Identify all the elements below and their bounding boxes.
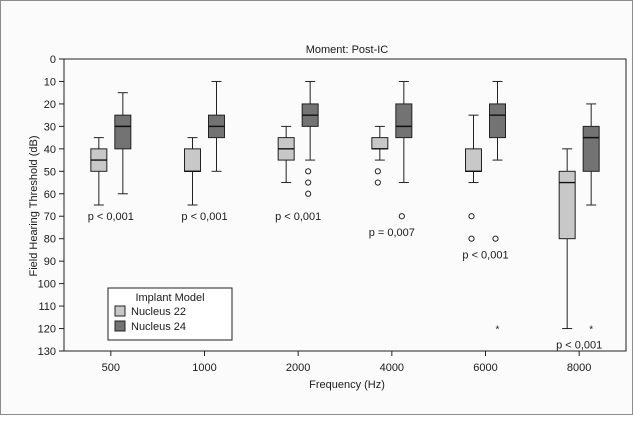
outlier-point-nucleus-24: [492, 235, 499, 242]
box-nucleus-24: [489, 103, 506, 139]
legend-box: [107, 287, 233, 341]
p-value-annotation: p < 0,001: [181, 211, 227, 223]
plot-border: [63, 58, 627, 352]
p-value-annotation: p < 0,001: [275, 211, 321, 223]
legend-title: Implant Model: [135, 292, 204, 304]
box-nucleus-22: [465, 148, 482, 172]
box-nucleus-22: [371, 137, 389, 150]
p-value-annotation: p < 0,001: [462, 249, 508, 261]
y-tick-label: 50: [44, 166, 56, 178]
y-tick-label: 20: [44, 99, 56, 111]
x-tick-label: 4000: [380, 362, 404, 374]
outlier-point-nucleus-24: [398, 213, 405, 220]
x-tick-label: 2000: [286, 362, 310, 374]
outlier-point-nucleus-22: [468, 213, 475, 220]
y-tick-label: 10: [44, 76, 56, 88]
legend-label-nucleus-22: Nucleus 22: [131, 306, 186, 318]
y-axis-label: Field Hearing Threshold (dB): [28, 135, 40, 276]
outlier-point-nucleus-24: [305, 168, 312, 175]
y-tick-label: 60: [44, 189, 56, 201]
y-tick-label: 70: [44, 211, 56, 223]
y-tick-label: 80: [44, 234, 56, 246]
x-tick-label: 1000: [192, 362, 216, 374]
p-value-annotation: p = 0,007: [369, 227, 415, 239]
outlier-point-nucleus-22: [468, 235, 475, 242]
x-axis-label: Frequency (Hz): [309, 379, 385, 391]
outlier-point-nucleus-24: [305, 190, 312, 197]
x-tick-label: 500: [102, 362, 120, 374]
y-tick-label: 100: [38, 279, 56, 291]
chart-title: Moment: Post-IC: [306, 44, 389, 56]
y-tick-label: 120: [38, 324, 56, 336]
extreme-point-nucleus-24: *: [496, 325, 500, 336]
box-nucleus-24: [395, 103, 413, 139]
legend-swatch-nucleus-22: [114, 305, 126, 317]
x-tick-label: 6000: [473, 362, 497, 374]
outlier-point-nucleus-24: [305, 179, 312, 186]
p-value-annotation: p < 0,001: [556, 339, 602, 351]
legend: Implant Model Nucleus 22 Nucleus 24: [107, 287, 233, 341]
box-nucleus-24: [114, 114, 132, 150]
legend-label-nucleus-24: Nucleus 24: [131, 321, 186, 333]
p-value-annotation: p < 0,001: [88, 211, 134, 223]
x-tick-label: 8000: [567, 362, 591, 374]
box-nucleus-22: [184, 148, 201, 172]
extreme-point-nucleus-24: *: [589, 325, 593, 336]
box-nucleus-22: [558, 170, 576, 240]
y-tick-label: 40: [44, 144, 56, 156]
plot-area: 0 10 20 30 40 50 60 70 80 90 100 110 120 130 500 1000 20…: [38, 54, 627, 374]
y-tick-label: 30: [44, 121, 56, 133]
outlier-point-nucleus-22: [374, 168, 381, 175]
y-tick-label: 130: [38, 346, 56, 358]
y-tick-label: 110: [38, 301, 56, 313]
legend-swatch-nucleus-24: [114, 320, 126, 332]
y-tick-label: 90: [44, 256, 56, 268]
box-nucleus-24: [582, 125, 600, 172]
y-tick-label: 0: [50, 54, 56, 66]
outlier-point-nucleus-22: [374, 179, 381, 186]
